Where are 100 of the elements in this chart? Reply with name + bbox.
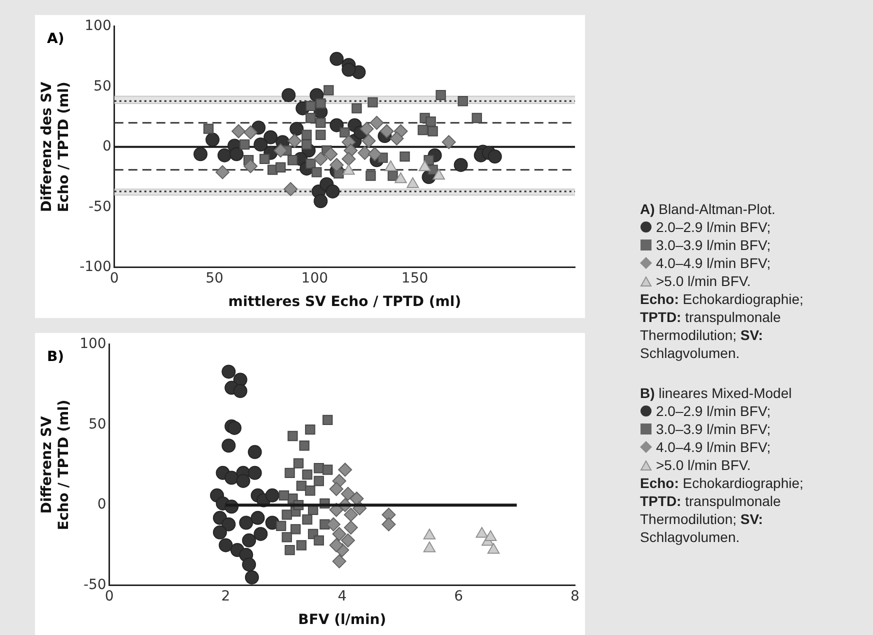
point xyxy=(288,155,298,166)
point xyxy=(428,126,438,136)
point xyxy=(216,165,230,180)
point xyxy=(222,517,236,532)
x-tick-label: 6 xyxy=(454,588,464,604)
point xyxy=(242,533,256,548)
point xyxy=(324,85,334,96)
point xyxy=(284,182,298,196)
x-tick-label: 4 xyxy=(338,588,347,604)
point xyxy=(344,520,358,535)
point xyxy=(312,167,322,178)
legend-label: 2.0–2.9 l/min BFV; xyxy=(656,219,771,235)
x-tick-label: 150 xyxy=(401,270,428,286)
point xyxy=(316,118,326,128)
point xyxy=(284,544,295,556)
point xyxy=(316,130,326,140)
point xyxy=(322,414,333,426)
point xyxy=(366,170,376,181)
point xyxy=(388,170,398,181)
point xyxy=(342,62,356,77)
point xyxy=(296,540,307,550)
point xyxy=(222,364,236,379)
point xyxy=(342,152,356,166)
point xyxy=(423,528,436,540)
point xyxy=(288,430,298,442)
point xyxy=(296,480,307,491)
y-tick-label: 50 xyxy=(94,78,112,94)
y-tick-label: 0 xyxy=(97,496,106,513)
point xyxy=(248,466,262,480)
point xyxy=(316,98,326,109)
point xyxy=(368,147,382,162)
point xyxy=(488,150,502,164)
point xyxy=(236,474,250,488)
y-tick-label: 100 xyxy=(84,18,112,34)
point xyxy=(264,130,278,144)
legend-label: >5.0 l/min BFV. xyxy=(656,457,751,473)
point xyxy=(406,177,419,188)
point xyxy=(340,533,355,548)
point xyxy=(350,492,364,506)
point xyxy=(232,124,246,138)
point xyxy=(278,490,290,501)
point xyxy=(193,147,208,162)
point xyxy=(306,100,316,112)
point xyxy=(370,116,384,130)
point xyxy=(218,148,232,162)
point xyxy=(239,139,250,150)
point xyxy=(276,520,286,532)
point xyxy=(352,103,362,114)
point xyxy=(302,514,312,525)
point xyxy=(302,130,312,140)
y-tick-label: 0 xyxy=(102,138,112,155)
y-tick-label: 100 xyxy=(80,336,106,352)
point xyxy=(330,118,344,132)
point xyxy=(293,458,304,468)
y-tick-label: -50 xyxy=(88,198,112,215)
point xyxy=(250,510,265,525)
legend-label: 4.0–4.9 l/min BFV; xyxy=(656,255,771,271)
point xyxy=(244,159,258,174)
point xyxy=(322,464,333,475)
text: Echo: Echokardiographie; TPTD: transpulmonale Thermodilution; SV: Schlagvolumen. xyxy=(640,475,804,545)
point xyxy=(265,488,280,502)
point xyxy=(244,125,258,140)
point xyxy=(282,88,296,102)
point xyxy=(239,516,254,530)
point xyxy=(259,154,270,164)
point xyxy=(227,420,242,435)
x-axis-title: mittleres SV Echo / TPTD (ml) xyxy=(228,294,462,310)
point xyxy=(426,116,436,127)
point xyxy=(380,124,394,138)
point xyxy=(282,532,292,542)
y-tick-label: -50 xyxy=(83,577,106,594)
chart-title: A) xyxy=(47,31,64,47)
point xyxy=(314,476,324,486)
point xyxy=(418,124,428,136)
text: A) Bland-Altman-Plot. xyxy=(640,201,776,217)
point xyxy=(368,97,378,108)
point xyxy=(254,526,268,541)
point xyxy=(338,462,352,477)
x-tick-label: 8 xyxy=(570,588,580,604)
point xyxy=(358,146,372,160)
point xyxy=(326,184,340,198)
chart-title: B) xyxy=(47,349,64,365)
point xyxy=(242,558,256,572)
point xyxy=(254,137,268,152)
point xyxy=(288,134,302,148)
point xyxy=(274,144,288,158)
point xyxy=(382,517,396,532)
point xyxy=(302,139,312,150)
x-tick-label: 100 xyxy=(301,270,328,286)
x-tick-label: 2 xyxy=(221,588,230,604)
point xyxy=(432,168,445,180)
text: B) lineares Mixed-Model xyxy=(640,385,792,401)
point xyxy=(302,469,312,480)
point xyxy=(472,112,482,124)
point xyxy=(224,470,239,485)
point xyxy=(230,147,244,162)
point xyxy=(284,468,295,478)
point xyxy=(400,151,410,162)
x-tick-label: 50 xyxy=(206,270,224,286)
point xyxy=(305,486,316,496)
